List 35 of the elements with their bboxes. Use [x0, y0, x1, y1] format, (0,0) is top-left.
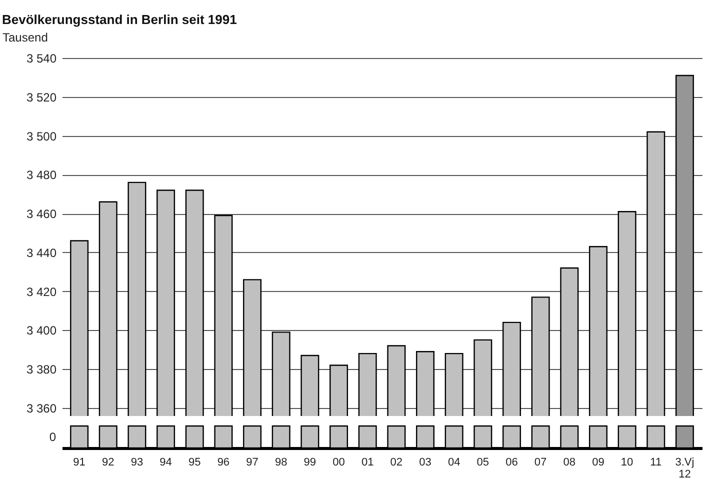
text: 0 [49, 430, 56, 444]
x-tick-label: 99 [304, 456, 316, 468]
x-tick-label: 11 [650, 456, 662, 468]
x-tick-label: 06 [506, 456, 518, 468]
x-tick-label: 05 [476, 456, 490, 468]
y-tick-label: 3 500 [26, 129, 57, 144]
x-tick-label: 93 [130, 456, 144, 468]
x-tick-label: 94 [160, 456, 172, 468]
y-tick-label: 3 540 [26, 52, 57, 66]
x-tick-label: 09 [592, 456, 604, 468]
y-tick-label: 3 380 [26, 362, 57, 377]
x-tick-label: 00 [332, 456, 345, 468]
x-tick-label: 95 [188, 456, 201, 468]
x-tick-label: 02 [390, 456, 403, 468]
y-tick-label: 3 460 [26, 207, 57, 222]
x-tick-label: 10 [620, 456, 634, 468]
y-tick-label: 3 400 [26, 324, 57, 338]
y-axis-title: Tausend [2, 30, 48, 44]
y-tick-label: 3 420 [26, 284, 57, 299]
x-tick-label: 91 [73, 456, 86, 468]
y-tick-label: 3 480 [26, 168, 57, 182]
x-tick-label: 03 [419, 456, 432, 468]
x-tick-label: 07 [534, 456, 547, 468]
y-tick-label: 3 520 [26, 90, 57, 104]
x-tick-label: 98 [274, 456, 288, 468]
x-tick-label: 92 [102, 456, 114, 468]
x-tick-label: 96 [217, 456, 230, 468]
x-tick-label: 3.Vj 12 [675, 456, 694, 480]
y-tick-label: 3 440 [26, 246, 57, 260]
y-tick-label: 3 360 [26, 402, 57, 416]
x-tick-label: 08 [563, 456, 576, 468]
x-tick-label: 01 [361, 456, 374, 468]
x-tick-label: 04 [448, 456, 460, 468]
chart-title: Bevölkerungsstand in Berlin seit 1991 [2, 12, 237, 27]
x-tick-label: 97 [246, 456, 258, 468]
